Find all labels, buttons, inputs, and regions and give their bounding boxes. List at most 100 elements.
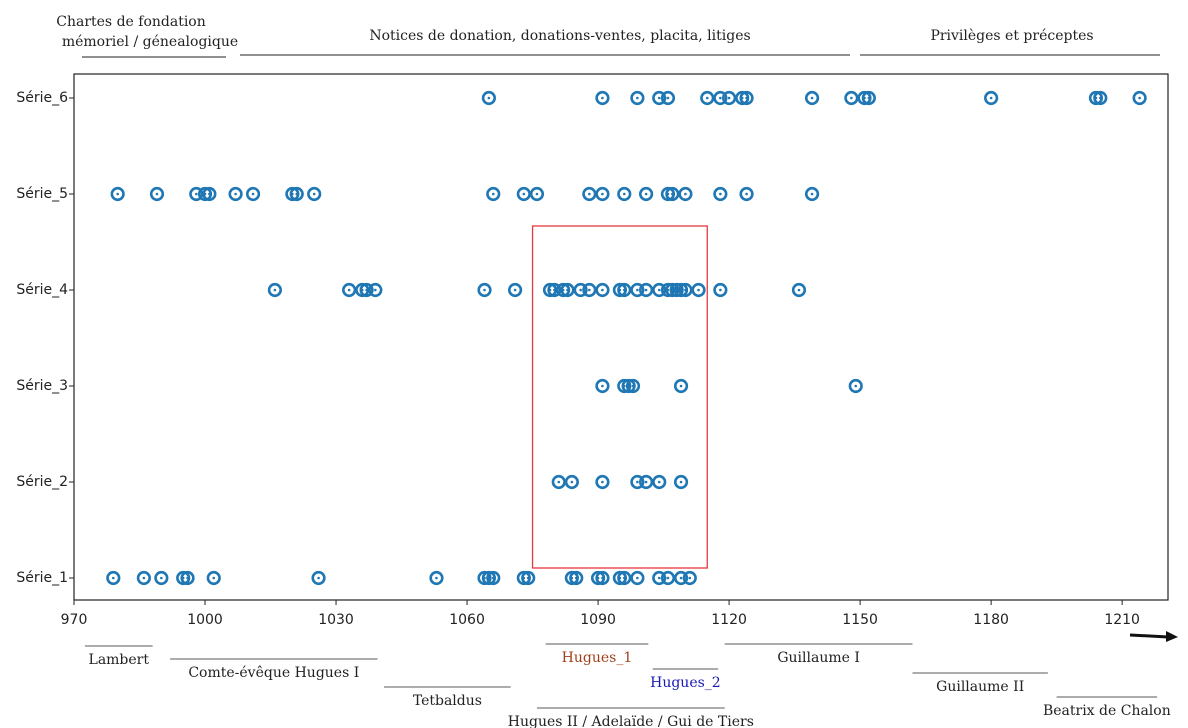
point-ring (477, 570, 492, 586)
point-dot (312, 192, 316, 196)
point-dot (679, 480, 683, 484)
point-dot (194, 192, 198, 196)
x-tick-label: 1090 (580, 612, 616, 628)
point (595, 570, 610, 586)
point-ring (848, 378, 863, 394)
point (136, 570, 151, 586)
point (617, 186, 632, 202)
point-dot (487, 96, 491, 100)
point (673, 570, 689, 586)
point-dot (295, 192, 299, 196)
point-dot (684, 288, 687, 292)
point-ring (206, 570, 221, 586)
point-ring (267, 282, 282, 298)
point-ring (180, 570, 195, 586)
point (564, 474, 579, 490)
point-dot (636, 576, 639, 580)
point-dot (622, 288, 626, 292)
point-dot (631, 384, 635, 388)
x-tick-label: 1180 (973, 612, 1009, 628)
point (678, 186, 693, 202)
point (547, 282, 562, 298)
point (682, 570, 697, 586)
point-ring (739, 90, 754, 106)
point (630, 474, 645, 490)
point-dot (854, 384, 858, 388)
point-ring (617, 378, 632, 394)
point-dot (273, 288, 277, 292)
point-ring (630, 474, 645, 490)
point-ring (595, 474, 610, 490)
point (713, 186, 728, 202)
point-dot (636, 480, 639, 484)
point-ring (669, 282, 684, 298)
x-tick-label: 1000 (187, 612, 223, 628)
point-ring (595, 90, 610, 106)
point-dot (535, 192, 539, 196)
point (804, 186, 820, 202)
point-dot (365, 288, 368, 292)
point-ring (582, 186, 597, 202)
point-dot (867, 96, 871, 100)
point-ring (368, 282, 383, 298)
point-ring (791, 282, 807, 298)
point-ring (682, 570, 697, 586)
point (639, 186, 654, 202)
point-ring (342, 282, 357, 298)
point-ring (486, 570, 501, 586)
point-ring (560, 282, 575, 298)
point (652, 570, 667, 586)
point (721, 90, 737, 106)
point (267, 282, 282, 298)
y-tick-label: Série_5 (16, 186, 68, 202)
point-ring (154, 570, 169, 586)
point-ring (486, 186, 501, 202)
point-ring (673, 474, 689, 490)
point-ring (660, 90, 676, 106)
x-tick-label: 1030 (318, 612, 354, 628)
period-label: Hugues II / Adelaïde / Gui de Tiers (508, 714, 754, 728)
point-ring (660, 570, 676, 586)
point-dot (601, 192, 604, 196)
point-ring (625, 378, 641, 394)
point (429, 570, 444, 586)
point-ring (481, 90, 496, 106)
point-ring (621, 378, 636, 394)
point-ring (721, 90, 737, 106)
point-ring (359, 282, 374, 298)
point-dot (679, 576, 683, 580)
point-dot (719, 192, 722, 196)
point-dot (622, 576, 626, 580)
point-ring (652, 570, 667, 586)
point-ring (713, 90, 728, 106)
point (368, 282, 383, 298)
point-ring (564, 570, 579, 586)
point-ring (516, 186, 531, 202)
point (595, 186, 610, 202)
point-dot (142, 576, 146, 580)
point-dot (588, 192, 591, 196)
period-label: Lambert (89, 652, 150, 668)
point-ring (639, 474, 654, 490)
point (582, 186, 597, 202)
x-tick-label: 1120 (711, 612, 747, 628)
point (569, 570, 584, 586)
point (106, 570, 121, 586)
point-dot (601, 96, 604, 100)
point-ring (149, 186, 165, 202)
point-ring (713, 186, 728, 202)
point-dot (526, 576, 530, 580)
point-dot (727, 96, 731, 100)
point-ring (639, 186, 654, 202)
point (529, 186, 545, 202)
y-tick-label: Série_6 (16, 90, 68, 106)
point (507, 282, 523, 298)
point-dot (810, 192, 814, 196)
period-label: Comte-évêque Hugues I (188, 665, 359, 681)
point-ring (713, 282, 728, 298)
point-dot (657, 480, 661, 484)
point-ring (245, 186, 261, 202)
point (713, 282, 728, 298)
point-ring (861, 90, 876, 106)
point-dot (636, 288, 639, 292)
